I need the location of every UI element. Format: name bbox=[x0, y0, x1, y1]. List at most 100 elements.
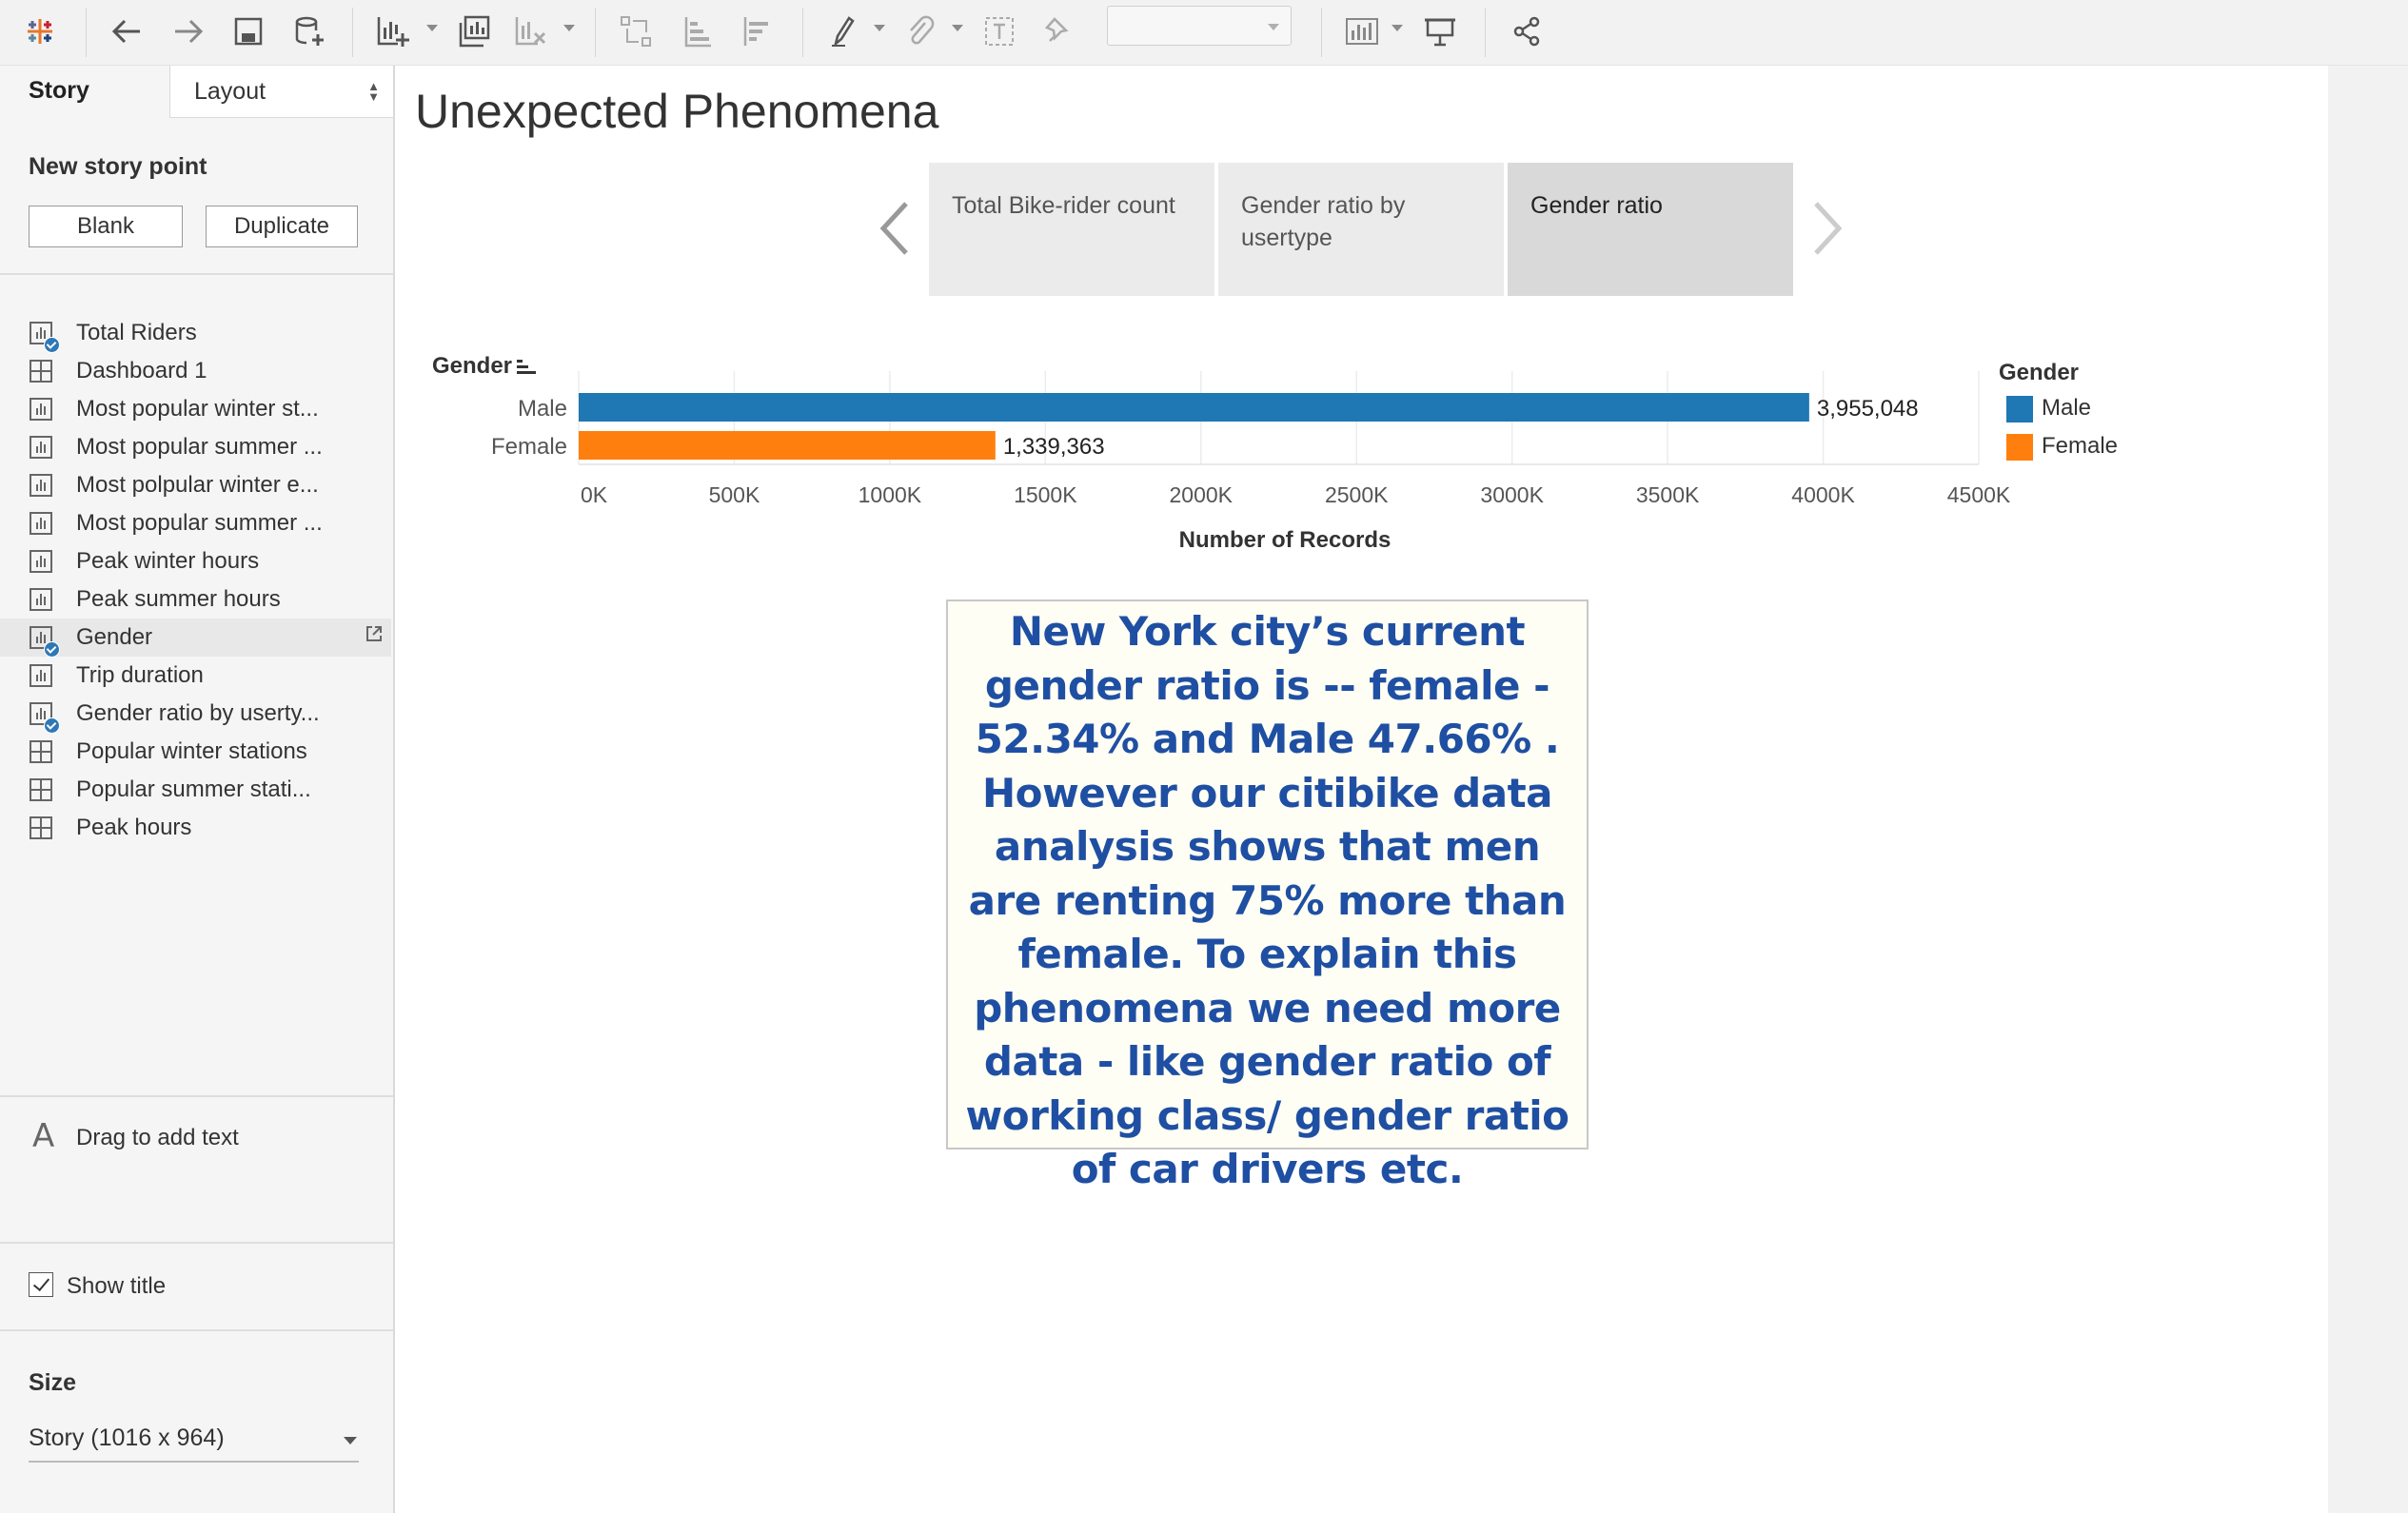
sheet-item-label: Most popular winter st... bbox=[76, 396, 319, 422]
x-tick-label: 500K bbox=[709, 482, 760, 507]
worksheet-icon bbox=[30, 436, 52, 459]
size-title: Size bbox=[29, 1369, 77, 1396]
story-point-1[interactable]: Gender ratio by usertype bbox=[1218, 163, 1504, 296]
previous-story-point-icon[interactable] bbox=[878, 200, 912, 257]
clear-sheet-dropdown-icon[interactable] bbox=[563, 25, 575, 31]
sheet-item-label: Popular winter stations bbox=[76, 738, 307, 764]
next-story-point-icon[interactable] bbox=[1810, 200, 1845, 257]
sheet-item[interactable]: Popular winter stations bbox=[0, 733, 391, 771]
highlight-icon[interactable] bbox=[820, 8, 868, 55]
tab-layout-updown-icon: ▲ ▼ bbox=[367, 79, 380, 104]
sheet-item[interactable]: Gender bbox=[0, 619, 391, 658]
sheet-item[interactable]: Peak hours bbox=[0, 809, 391, 847]
swap-rows-columns-icon[interactable] bbox=[612, 8, 660, 55]
story-point-2[interactable]: Gender ratio bbox=[1508, 163, 1793, 296]
category-label: Female bbox=[491, 434, 567, 460]
x-tick-label: 1500K bbox=[1014, 482, 1077, 507]
x-tick-label: 3500K bbox=[1636, 482, 1700, 507]
story-point-0[interactable]: Total Bike-rider count bbox=[929, 163, 1214, 296]
sheet-item[interactable]: Gender ratio by userty... bbox=[0, 695, 391, 734]
row-header-gender: Gender bbox=[432, 353, 512, 379]
duplicate-button[interactable]: Duplicate bbox=[206, 206, 358, 247]
used-in-story-check-icon bbox=[44, 717, 60, 734]
tab-layout[interactable]: Layout ▲ ▼ bbox=[169, 66, 393, 118]
bar[interactable] bbox=[579, 431, 996, 460]
sheet-item[interactable]: Trip duration bbox=[0, 657, 391, 695]
sheet-item-label: Most polpular winter e... bbox=[76, 472, 319, 498]
sheet-item[interactable]: Most popular summer ... bbox=[0, 428, 391, 466]
worksheet-icon bbox=[30, 588, 52, 611]
used-in-story-check-icon bbox=[44, 641, 60, 658]
go-to-sheet-icon[interactable] bbox=[365, 624, 384, 643]
text-object-icon: A bbox=[32, 1117, 55, 1155]
story-point-label: Total Bike-rider count bbox=[952, 192, 1175, 219]
sheet-item-label: Trip duration bbox=[76, 662, 204, 688]
tab-story[interactable]: Story bbox=[0, 66, 169, 118]
x-tick-label: 1000K bbox=[859, 482, 922, 507]
new-worksheet-icon[interactable] bbox=[369, 8, 417, 55]
dashboard-icon bbox=[30, 816, 52, 839]
sheet-item-label: Most popular summer ... bbox=[76, 434, 323, 460]
new-worksheet-dropdown-icon[interactable] bbox=[426, 25, 438, 31]
story-title: Unexpected Phenomena bbox=[415, 85, 939, 138]
sheet-item-label: Gender bbox=[76, 624, 153, 650]
save-icon[interactable] bbox=[225, 8, 272, 55]
tab-layout-label: Layout bbox=[194, 78, 266, 105]
sheet-item[interactable]: Most polpular winter e... bbox=[0, 466, 391, 504]
annotation-text: New York city’s current gender ratio is … bbox=[965, 608, 1569, 1192]
worksheet-icon bbox=[30, 626, 52, 649]
dashboard-icon bbox=[30, 740, 52, 763]
sheet-item[interactable]: Total Riders bbox=[0, 314, 391, 353]
fix-axes-icon[interactable] bbox=[1036, 8, 1083, 55]
used-in-story-check-icon bbox=[44, 337, 60, 353]
duplicate-sheet-icon[interactable] bbox=[450, 8, 498, 55]
legend-label: Male bbox=[2042, 395, 2092, 421]
tableau-logo-icon[interactable] bbox=[16, 8, 64, 55]
data-label: 1,339,363 bbox=[1003, 434, 1105, 460]
sheet-item[interactable]: Peak winter hours bbox=[0, 542, 391, 580]
sheet-item[interactable]: Most popular summer ... bbox=[0, 504, 391, 542]
group-dropdown-icon[interactable] bbox=[952, 25, 963, 31]
show-mark-labels-icon[interactable] bbox=[976, 8, 1023, 55]
worksheet-icon bbox=[30, 512, 52, 535]
group-members-icon[interactable] bbox=[897, 8, 944, 55]
sheet-item[interactable]: Popular summer stati... bbox=[0, 771, 391, 809]
sort-icon[interactable] bbox=[517, 360, 536, 374]
size-select-value: Story (1016 x 964) bbox=[29, 1425, 225, 1451]
redo-icon[interactable] bbox=[165, 8, 212, 55]
x-axis-title: Number of Records bbox=[1179, 527, 1392, 553]
size-select[interactable]: Story (1016 x 964) bbox=[29, 1425, 359, 1463]
presentation-mode-icon[interactable] bbox=[1416, 8, 1464, 55]
highlight-dropdown-icon[interactable] bbox=[874, 25, 885, 31]
show-title-label: Show title bbox=[67, 1273, 167, 1299]
story-pane: Story Layout ▲ ▼ New story point Blank Du… bbox=[0, 66, 395, 1513]
legend-item[interactable]: Male bbox=[1999, 386, 2091, 424]
legend-item[interactable]: Female bbox=[1999, 424, 2118, 462]
show-me-dropdown-icon[interactable] bbox=[1392, 25, 1403, 31]
right-margin bbox=[2328, 66, 2408, 1513]
clear-sheet-icon[interactable] bbox=[507, 8, 555, 55]
sheet-item[interactable]: Dashboard 1 bbox=[0, 352, 391, 390]
blank-button[interactable]: Blank bbox=[29, 206, 183, 247]
undo-icon[interactable] bbox=[103, 8, 150, 55]
font-size-select[interactable] bbox=[1107, 6, 1292, 46]
story-point-label: Gender ratio by usertype bbox=[1241, 192, 1406, 251]
sort-ascending-icon[interactable] bbox=[674, 8, 721, 55]
show-me-icon[interactable] bbox=[1339, 8, 1387, 55]
worksheet-icon bbox=[30, 664, 52, 687]
sheet-item-label: Peak hours bbox=[76, 815, 192, 840]
x-tick-label: 0K bbox=[581, 482, 608, 507]
annotation-text-box[interactable]: New York city’s current gender ratio is … bbox=[946, 599, 1589, 1192]
gender-bar-chart: Gender Male 3,955,048 Female 1,339,363 0K 50… bbox=[432, 353, 2011, 553]
new-data-source-icon[interactable] bbox=[286, 8, 333, 55]
show-title-checkbox[interactable] bbox=[29, 1272, 53, 1297]
worksheet-icon bbox=[30, 322, 52, 344]
x-axis-ticks: 0K 500K 1000K 1500K 2000K 2500K 3000K 3500K 4000… bbox=[581, 482, 2011, 507]
drag-to-add-text-label: Drag to add text bbox=[76, 1125, 239, 1150]
sheet-item[interactable]: Most popular winter st... bbox=[0, 390, 391, 428]
worksheet-icon bbox=[30, 398, 52, 421]
bar[interactable] bbox=[579, 393, 1809, 422]
sheet-item[interactable]: Peak summer hours bbox=[0, 580, 391, 619]
share-icon[interactable] bbox=[1504, 8, 1551, 55]
sort-descending-icon[interactable] bbox=[733, 8, 780, 55]
